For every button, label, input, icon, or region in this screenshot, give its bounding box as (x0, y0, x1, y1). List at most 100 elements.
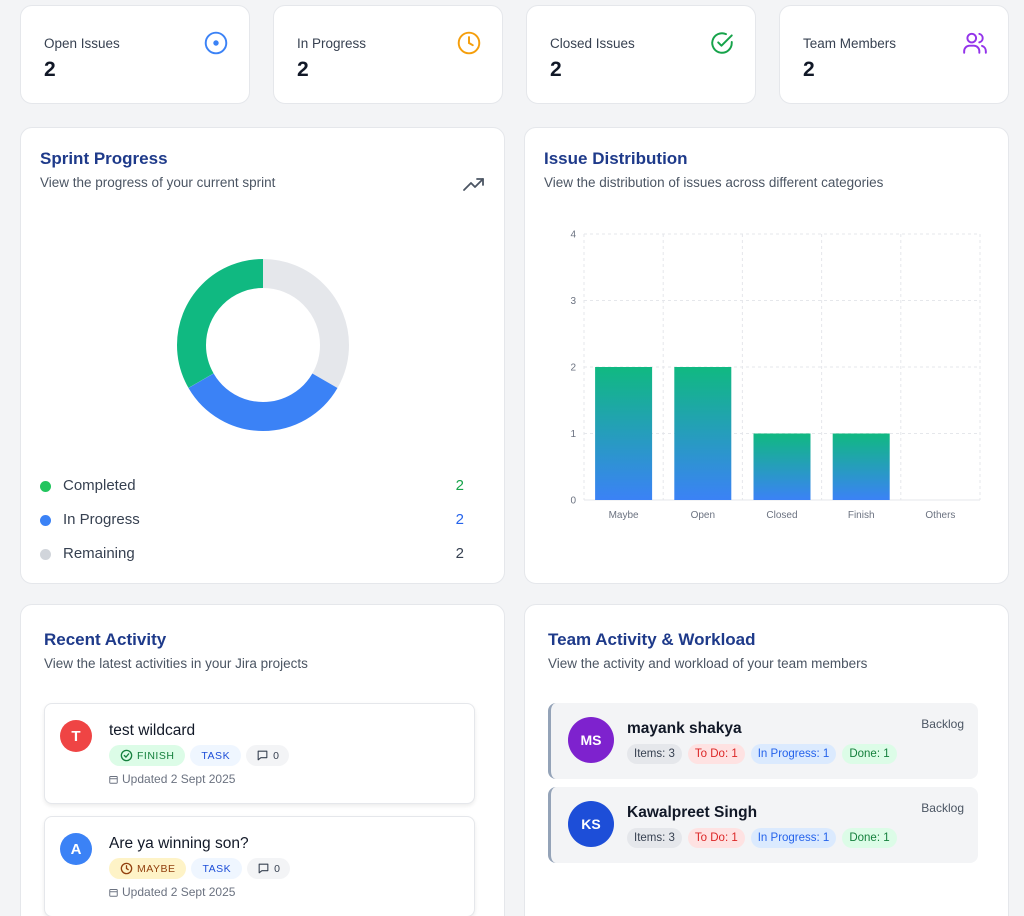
panel-title: Team Activity & Workload (548, 630, 756, 649)
comment-icon (258, 863, 269, 874)
comments-count: 0 (274, 862, 281, 875)
y-tick-label: 0 (570, 496, 576, 507)
calendar-icon (109, 888, 118, 897)
status-label: FINISH (137, 749, 175, 762)
stat-value: 2 (297, 58, 309, 81)
team-member-row[interactable]: MS mayank shakya Backlog Items: 3 To Do:… (548, 703, 978, 779)
users-icon (962, 30, 988, 56)
items-pill: Items: 3 (627, 744, 682, 764)
legend-label: Remaining (63, 545, 135, 562)
x-tick-label: Open (691, 510, 715, 521)
type-badge: TASK (191, 858, 243, 879)
updated-text: Updated 2 Sept 2025 (122, 885, 236, 899)
workload-pills: Items: 3 To Do: 1 In Progress: 1 Done: 1 (627, 744, 897, 764)
donut-segment-in-progress (177, 259, 349, 431)
stat-label: Team Members (803, 36, 897, 51)
y-tick-label: 2 (570, 363, 576, 374)
clock-icon (120, 862, 133, 875)
x-tick-label: Finish (848, 510, 875, 521)
calendar-icon (109, 775, 118, 784)
stat-value: 2 (44, 58, 56, 81)
issue-distribution-card: Issue Distribution View the distribution… (524, 127, 1009, 584)
recent-activity-card: Recent Activity View the latest activiti… (20, 604, 505, 916)
avatar: A (60, 833, 92, 865)
status-label: MAYBE (137, 862, 176, 875)
type-badge: TASK (190, 745, 242, 766)
avatar: T (60, 720, 92, 752)
panel-title: Recent Activity (44, 630, 167, 649)
comments-badge: 0 (246, 745, 290, 766)
legend-value: 2 (455, 545, 464, 562)
activity-title[interactable]: Are ya winning son? (109, 835, 249, 852)
legend-value: 2 (455, 511, 464, 528)
comment-icon (257, 750, 268, 761)
activity-item[interactable]: T test wildcard FINISH TASK 0 Updated 2 … (44, 703, 475, 804)
stat-label: Open Issues (44, 36, 120, 51)
donut-segment-completed (177, 259, 349, 431)
todo-pill: To Do: 1 (687, 828, 745, 848)
updated-text: Updated 2 Sept 2025 (122, 772, 236, 786)
done-pill: Done: 1 (842, 744, 897, 764)
issue-distribution-bar-chart: 0 1 2 3 4 Maybe Open Closed Finish Others (570, 230, 981, 521)
stat-label: Closed Issues (550, 36, 635, 51)
x-tick-label: Maybe (609, 510, 639, 521)
bar-maybe[interactable] (595, 367, 653, 500)
stat-label: In Progress (297, 36, 367, 51)
todo-pill: To Do: 1 (687, 744, 745, 764)
avatar: MS (568, 717, 614, 763)
stat-value: 2 (550, 58, 562, 81)
y-tick-label: 3 (570, 296, 576, 307)
legend-completed: Completed 2 (40, 476, 464, 496)
activity-tags: MAYBE TASK 0 (109, 858, 291, 879)
bar-open[interactable] (674, 367, 732, 500)
avatar: KS (568, 801, 614, 847)
clock-icon (456, 30, 482, 56)
status-badge: MAYBE (109, 858, 187, 879)
activity-item[interactable]: A Are ya winning son? MAYBE TASK 0 Updat… (44, 816, 475, 916)
panel-subtitle: View the activity and workload of your t… (548, 656, 868, 671)
stat-value: 2 (803, 58, 815, 81)
panel-title: Sprint Progress (40, 149, 168, 168)
team-member-row[interactable]: KS Kawalpreet Singh Backlog Items: 3 To … (548, 787, 978, 863)
stat-card-in-progress: In Progress 2 (273, 5, 503, 104)
stat-card-closed-issues: Closed Issues 2 (526, 5, 756, 104)
member-name: Kawalpreet Singh (627, 804, 758, 821)
stat-card-team-members: Team Members 2 (779, 5, 1009, 104)
legend-dot (40, 515, 51, 526)
activity-updated: Updated 2 Sept 2025 (109, 772, 235, 786)
panel-subtitle: View the progress of your current sprint (40, 175, 276, 190)
target-icon (203, 30, 229, 56)
workload-pills: Items: 3 To Do: 1 In Progress: 1 Done: 1 (627, 828, 897, 848)
team-activity-card: Team Activity & Workload View the activi… (524, 604, 1009, 916)
bar-closed[interactable] (753, 433, 811, 501)
check-circle-icon (709, 30, 735, 56)
panel-title: Issue Distribution (544, 149, 688, 168)
sprint-donut-chart (177, 259, 349, 431)
legend-value: 2 (455, 477, 464, 494)
legend-dot (40, 481, 51, 492)
legend-in-progress: In Progress 2 (40, 510, 464, 530)
activity-tags: FINISH TASK 0 (109, 745, 290, 766)
y-tick-label: 4 (570, 230, 576, 241)
done-pill: Done: 1 (842, 828, 897, 848)
check-circle-icon (120, 749, 133, 762)
panel-subtitle: View the distribution of issues across d… (544, 175, 884, 190)
legend-dot (40, 549, 51, 560)
sprint-progress-card: Sprint Progress View the progress of you… (20, 127, 505, 584)
legend-label: In Progress (63, 511, 140, 528)
legend-remaining: Remaining 2 (40, 544, 464, 564)
in-progress-pill: In Progress: 1 (750, 828, 837, 848)
member-status: Backlog (921, 717, 964, 731)
y-tick-label: 1 (570, 429, 576, 440)
activity-updated: Updated 2 Sept 2025 (109, 885, 235, 899)
in-progress-pill: In Progress: 1 (750, 744, 837, 764)
items-pill: Items: 3 (627, 828, 682, 848)
x-tick-label: Closed (766, 510, 797, 521)
status-badge: FINISH (109, 745, 186, 766)
member-status: Backlog (921, 801, 964, 815)
activity-title[interactable]: test wildcard (109, 722, 196, 739)
legend-label: Completed (63, 477, 136, 494)
bar-finish[interactable] (832, 433, 890, 501)
member-name: mayank shakya (627, 720, 742, 737)
trending-up-icon (462, 175, 486, 200)
